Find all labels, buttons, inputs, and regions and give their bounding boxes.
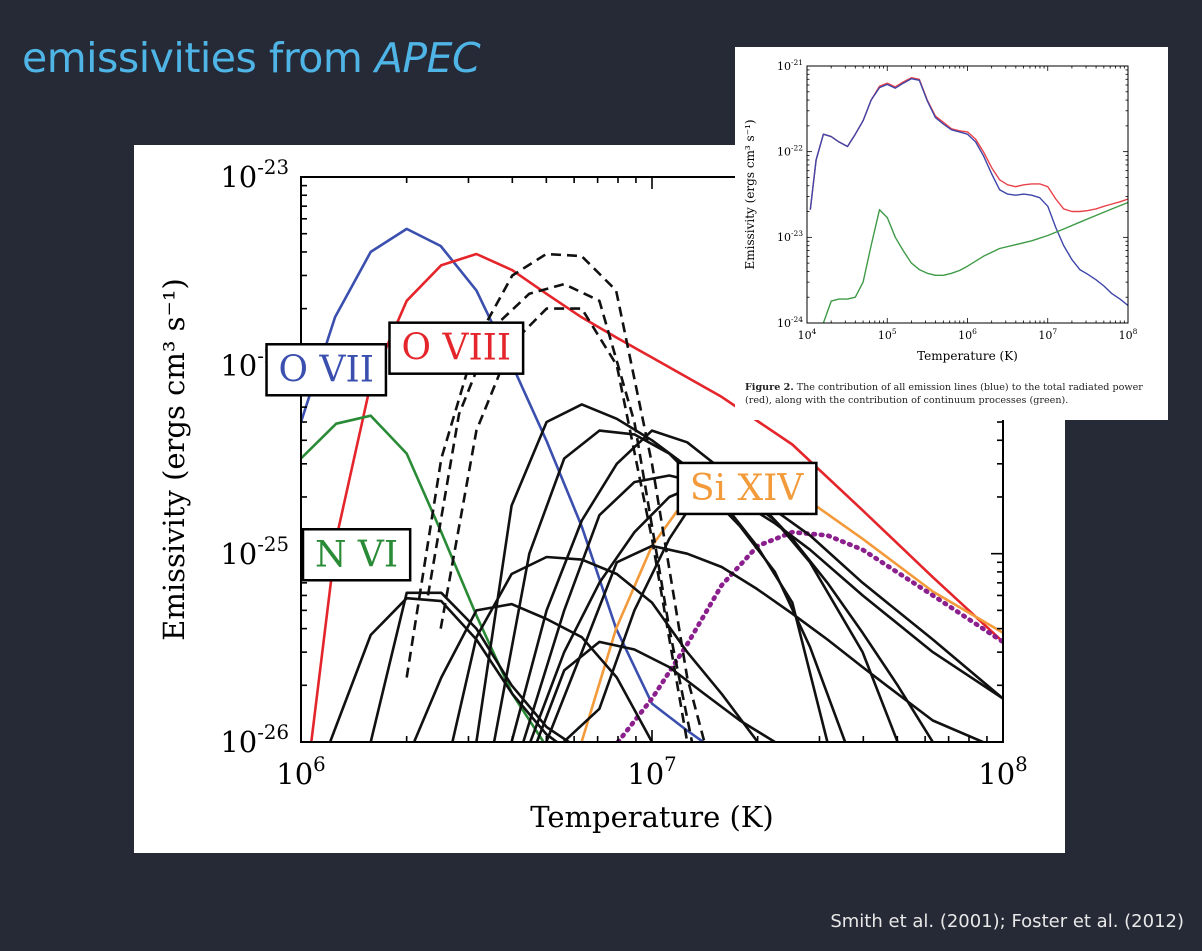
inset-plot-frame: [806, 65, 1129, 324]
slide-title-main: emissivities from: [22, 34, 375, 82]
inset-y-tick-exp: -24: [791, 315, 803, 324]
main-x-tick-exp: 6: [313, 753, 326, 776]
citation-credit: Smith et al. (2001); Foster et al. (2012…: [830, 911, 1184, 932]
main-series-black-2: [369, 591, 572, 742]
main-label-o-viii: O VIII: [388, 321, 525, 375]
inset-x-tick-exp: 8: [1133, 327, 1138, 336]
main-label-box: [388, 321, 525, 375]
main-series-black-4: [451, 555, 759, 742]
inset-x-tick-exp: 5: [892, 327, 897, 336]
main-series-black-11: [535, 640, 776, 742]
inset-x-tick-exp: 7: [1052, 327, 1057, 336]
main-y-tick-base: 10: [220, 160, 257, 194]
slide-title-italic: APEC: [374, 34, 481, 82]
inset-x-tick-label: 105: [878, 327, 897, 342]
inset-y-tick-exp: -21: [791, 58, 803, 67]
main-x-tick-label: 107: [627, 753, 676, 791]
main-label-o-vii: O VII: [265, 343, 388, 397]
inset-y-tick-base: 10: [777, 60, 791, 73]
main-x-tick-base: 10: [978, 757, 1015, 791]
inset-y-tick-label: 10-23: [777, 229, 803, 244]
inset-caption-text: The contribution of all emission lines (…: [745, 382, 1143, 406]
main-x-tick-exp: 7: [664, 753, 677, 776]
main-label-text: Si XIV: [690, 468, 804, 509]
main-y-tick-label: 10-23: [220, 156, 289, 194]
main-y-tick-exp: -26: [257, 721, 289, 744]
main-x-axis-title: Temperature (K): [530, 800, 774, 834]
inset-x-axis-title: Temperature (K): [917, 349, 1018, 363]
main-label-text: O VIII: [401, 328, 511, 369]
inset-y-tick-exp: -23: [791, 229, 803, 238]
slide-title: emissivities from APEC: [22, 34, 481, 82]
main-y-tick-base: 10: [220, 725, 257, 759]
main-label-text: O VII: [279, 349, 374, 390]
inset-y-tick-base: 10: [777, 317, 791, 330]
main-series-dashed-3: [439, 307, 689, 742]
inset-x-tick-label: 108: [1119, 327, 1138, 342]
main-y-tick-base: 10: [220, 537, 257, 571]
inset-x-tick-exp: 4: [812, 327, 817, 336]
main-series-black-3: [412, 602, 654, 742]
inset-x-tick-base: 10: [958, 329, 972, 342]
main-x-tick-base: 10: [627, 757, 664, 791]
main-y-axis-title: Emissivity (ergs cm³ s⁻¹): [157, 278, 191, 641]
main-label-text: N VI: [315, 534, 398, 575]
inset-x-tick-label: 107: [1038, 327, 1057, 342]
inset-y-tick-label: 10-22: [777, 144, 803, 159]
inset-y-tick-exp: -22: [791, 144, 803, 153]
inset-x-tick-label: 104: [798, 327, 817, 342]
inset-series-total-radiated-power: [809, 77, 1128, 213]
main-label-n-vi: N VI: [301, 528, 412, 582]
inset-series-group: [809, 77, 1128, 323]
main-chart: 10610710810-2310-2410-2510-26Temperature…: [157, 156, 1028, 834]
main-label-box: [265, 343, 388, 397]
main-series-o-vii: [301, 227, 705, 742]
inset-figure-panel: 104 105 106 107 108 10-21 10-22 10-23 10-24 Tempe…: [735, 47, 1168, 420]
main-series-black-8: [522, 474, 1003, 742]
main-series-black-12: [545, 544, 987, 742]
inset-x-tick-base: 10: [1038, 329, 1052, 342]
inset-x-tick-base: 10: [1119, 329, 1133, 342]
inset-caption: Figure 2. The contribution of all emissi…: [745, 381, 1160, 407]
main-x-tick-base: 10: [276, 757, 313, 791]
main-y-tick-label: 10-25: [220, 533, 289, 571]
inset-series-emission-lines: [809, 78, 1128, 307]
inset-y-tick-base: 10: [777, 146, 791, 159]
main-label-box: [301, 528, 412, 582]
main-y-tick-label: 10-26: [220, 721, 289, 759]
inset-x-tick-base: 10: [878, 329, 892, 342]
inset-y-tick-label: 10-21: [777, 58, 803, 73]
main-label-box: [676, 461, 818, 516]
inset-chart: 104 105 106 107 10810-2110-2210-2310-24Tempe…: [743, 58, 1138, 363]
inset-y-tick-base: 10: [777, 231, 791, 244]
main-x-tick-exp: 8: [1015, 753, 1028, 776]
inset-y-axis-title: Emissivity (ergs cm³ s⁻¹): [743, 119, 757, 269]
main-y-tick-exp: -25: [257, 533, 289, 556]
inset-x-tick-base: 10: [798, 329, 812, 342]
inset-x-tick-exp: 6: [972, 327, 977, 336]
main-x-tick-label: 106: [276, 753, 325, 791]
inset-series-continuum: [822, 201, 1128, 323]
main-series-black-10: [562, 484, 899, 742]
main-series-dashed-2: [426, 282, 694, 742]
main-y-tick-base: 10: [220, 348, 257, 382]
inset-y-tick-label: 10-24: [777, 315, 803, 330]
inset-caption-label: Figure 2.: [745, 382, 794, 393]
main-x-tick-label: 108: [978, 753, 1027, 791]
main-series-black-6: [492, 429, 847, 742]
main-y-tick-exp: -23: [257, 156, 289, 179]
main-label-si-xiv: Si XIV: [676, 461, 818, 516]
main-series-continuum: [615, 529, 1003, 742]
inset-x-tick-label: 106: [958, 327, 977, 342]
